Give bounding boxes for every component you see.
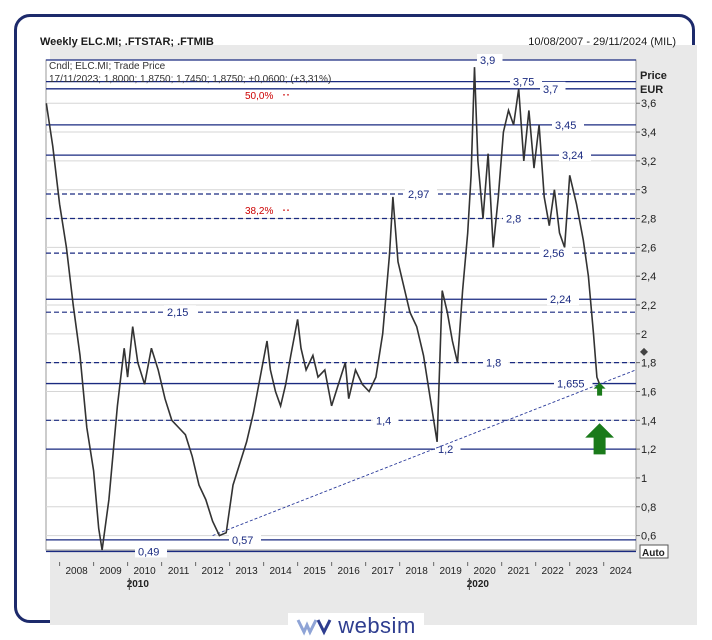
- x-tick-label: 2022: [542, 566, 565, 577]
- x-tick-label: 2019: [440, 566, 463, 577]
- y-tick-label: 3,2: [641, 156, 656, 168]
- level-label-bg: [164, 305, 196, 319]
- brand-logo: websim: [0, 613, 712, 639]
- level-label: 0,57: [232, 535, 253, 547]
- up-arrow-icon: [593, 382, 606, 396]
- x-tick-label: 2024: [610, 566, 633, 577]
- x-tick-label: 2018: [406, 566, 429, 577]
- level-label: 2,24: [550, 294, 571, 306]
- level-label-bg: [435, 442, 461, 456]
- auto-scale-label[interactable]: Auto: [642, 548, 665, 559]
- y-tick-label: 1,2: [641, 444, 656, 456]
- level-label-bg: [547, 292, 579, 306]
- price-series: [45, 67, 601, 551]
- level-label-bg: [477, 54, 503, 66]
- level-label: 1,655: [557, 379, 585, 391]
- level-label-bg: [135, 544, 167, 558]
- x-tick-label: 2014: [270, 566, 293, 577]
- level-label: 2,15: [167, 307, 188, 319]
- x-tick-label: 2015: [304, 566, 327, 577]
- x-decade-label: 2020: [467, 579, 490, 590]
- y-tick-label: 2: [641, 329, 647, 341]
- fib-label: 50,0%: [245, 91, 273, 102]
- y-axis: 0,6 0,8 1 1,2 1,4 1,6 1,8 2 2,2 2,4 2,6 2,8 3 3,2 3,4 3…: [636, 98, 656, 543]
- trendline: [212, 369, 637, 537]
- x-tick-label: 2020: [474, 566, 497, 577]
- legend-line-1: Cndl; ELC.MI; Trade Price: [49, 61, 166, 72]
- level-label-bg: [552, 117, 584, 131]
- x-tick-label: 2010: [133, 566, 156, 577]
- y-tick-label: 3: [641, 185, 647, 197]
- fib-label: 38,2%: [245, 206, 273, 217]
- level-label: 3,75: [513, 77, 534, 89]
- x-tick-label: 2009: [99, 566, 122, 577]
- x-tick-label: 2021: [508, 566, 531, 577]
- y-tick-label: 1,8: [641, 358, 656, 370]
- level-label-bg: [483, 355, 509, 369]
- auto-scale-button[interactable]: [639, 544, 669, 559]
- level-label: 3,7: [543, 84, 558, 96]
- x-tick-label: 2016: [338, 566, 361, 577]
- x-decade-label: 2010: [127, 579, 150, 590]
- y-tick-label: 2,2: [641, 300, 656, 312]
- y-unit-label: Price: [640, 70, 667, 82]
- x-tick-label: 2017: [372, 566, 395, 577]
- level-label-bg: [554, 376, 593, 390]
- arrow-markers: [585, 382, 614, 455]
- level-label: 3,45: [555, 120, 576, 132]
- y-tick-label: 3,4: [641, 127, 656, 139]
- y-tick-label: 1,6: [641, 386, 656, 398]
- level-label-bg: [559, 148, 591, 162]
- date-range: 10/08/2007 - 29/11/2024 (MIL): [528, 36, 676, 48]
- y-tick-label: 1: [641, 473, 647, 485]
- y-tick-label: 0,6: [641, 531, 656, 543]
- level-label-bg: [405, 187, 437, 201]
- y-tick-label: 2,4: [641, 271, 656, 283]
- level-label: 3,9: [480, 55, 495, 67]
- level-label: 1,4: [376, 415, 391, 427]
- current-price-marker: [640, 347, 648, 356]
- websim-logo-icon: [296, 619, 332, 636]
- level-label: 0,49: [138, 546, 159, 558]
- level-label-bg: [229, 532, 261, 546]
- level-lines: 3,9 3,75 3,7 3,45 3,24 2,97 2,8 2,56 2,24 2,15 1,8…: [46, 54, 636, 558]
- x-tick-label: 2012: [202, 566, 225, 577]
- level-label: 3,24: [562, 150, 583, 162]
- level-label: 2,56: [543, 248, 564, 260]
- level-label-bg: [540, 246, 572, 260]
- y-tick-label: 3,6: [641, 98, 656, 110]
- level-label: 2,8: [506, 214, 521, 226]
- level-label-bg: [503, 211, 529, 225]
- y-tick-label: 1,4: [641, 415, 656, 427]
- x-tick-label: 2023: [576, 566, 599, 577]
- fib-levels: 50,0% 38,2%: [245, 91, 289, 217]
- level-label: 1,8: [486, 358, 501, 370]
- brand-name: websim: [338, 613, 416, 638]
- level-label: 2,97: [408, 189, 429, 201]
- y-currency-label: EUR: [640, 84, 663, 96]
- level-label-bg: [373, 413, 399, 427]
- x-tick-label: 2013: [236, 566, 259, 577]
- legend-line-2: 17/11/2023; 1,8000; 1,8750; 1,7450; 1,87…: [49, 74, 331, 85]
- chart-title: Weekly ELC.MI; .FTSTAR; .FTMIB: [40, 36, 214, 48]
- level-label-bg: [510, 74, 542, 88]
- level-label: 1,2: [438, 444, 453, 456]
- level-label-bg: [540, 81, 566, 95]
- price-chart[interactable]: 3,9 3,75 3,7 3,45 3,24 2,97 2,8 2,56 2,24 2,15 1,8…: [40, 54, 670, 604]
- y-tick-label: 0,8: [641, 502, 656, 514]
- y-tick-label: 2,8: [641, 214, 656, 226]
- x-tick-label: 2008: [65, 566, 88, 577]
- y-tick-label: 2,6: [641, 242, 656, 254]
- up-arrow-icon: [585, 423, 614, 455]
- x-axis: 2008 2009 2010 2011 2012 2013 2014 2015 2016 2017…: [59, 562, 633, 590]
- x-tick-label: 2011: [168, 566, 190, 577]
